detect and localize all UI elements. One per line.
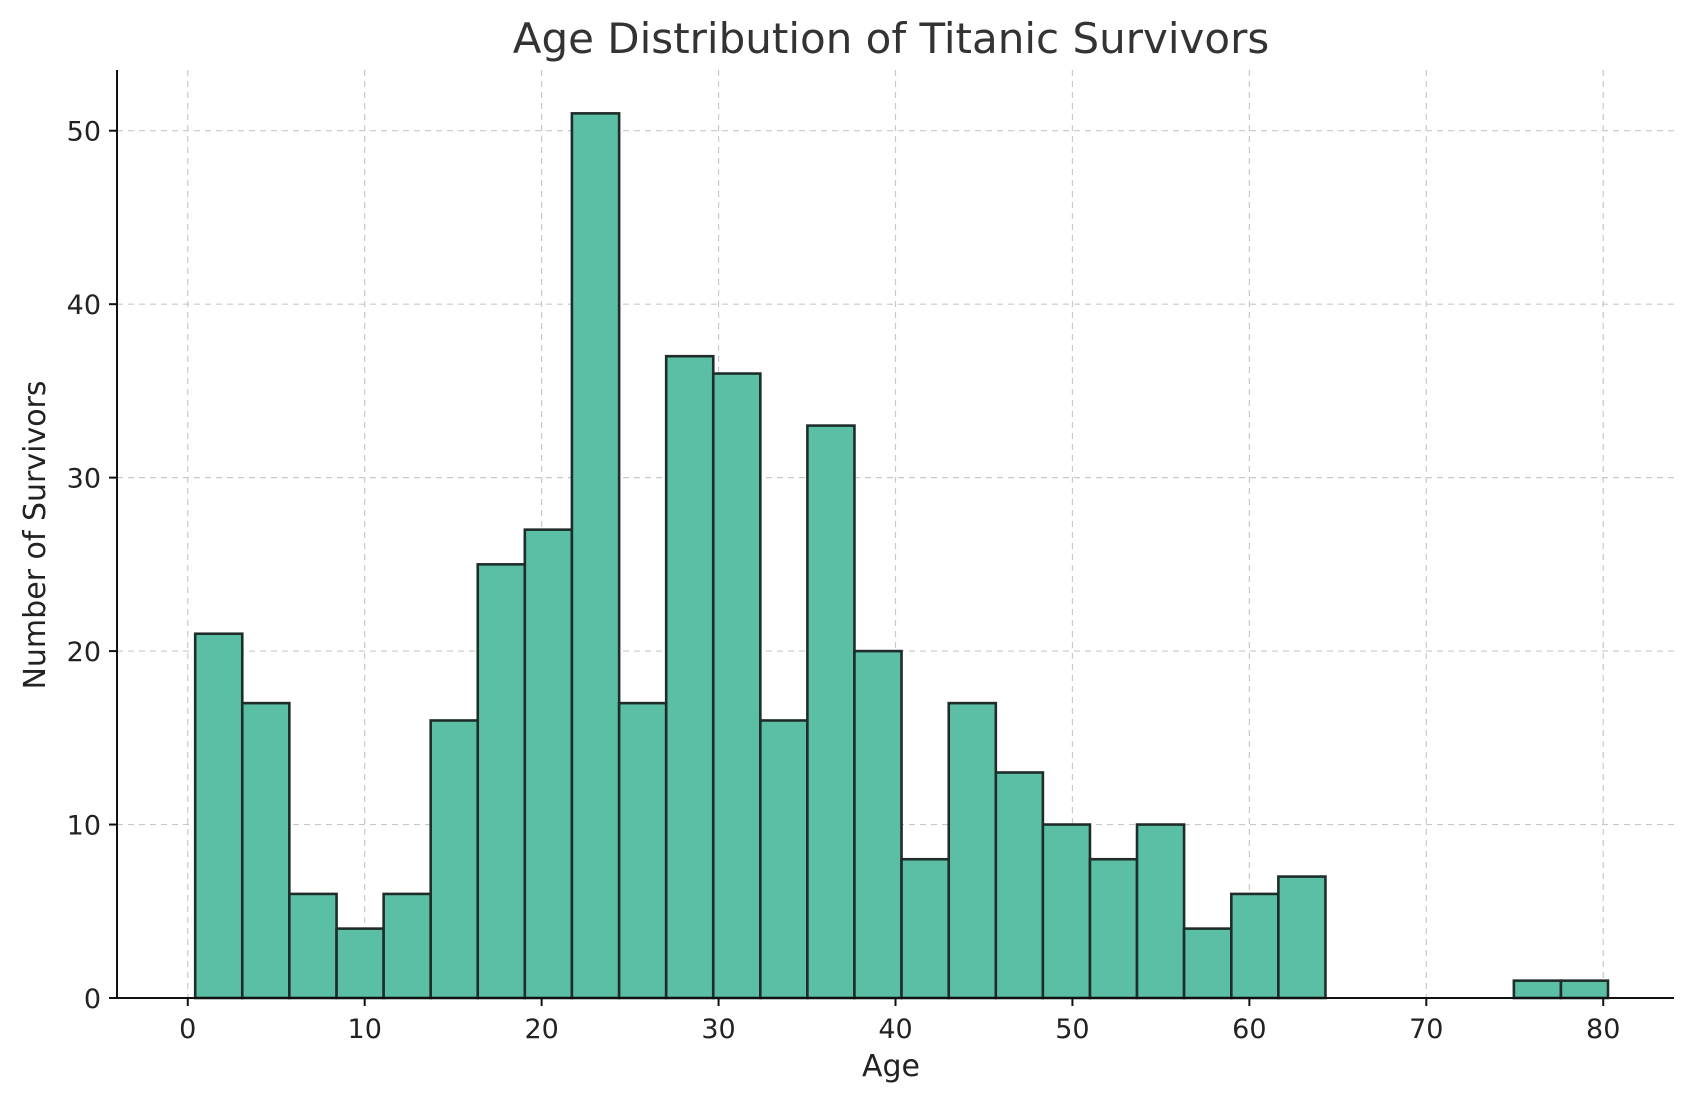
histogram-bar [570, 112, 621, 1000]
histogram-bar [1512, 979, 1563, 1000]
histogram-bar [1041, 823, 1092, 1000]
histogram-bar [900, 857, 951, 1000]
x-tick-label: 80 [1586, 1014, 1620, 1045]
histogram-bar [1088, 857, 1139, 1000]
bars-layer [193, 112, 1610, 1000]
y-tick-label: 30 [67, 464, 101, 495]
ticks-layer: 0 10 20 30 40 50 60 70 80 0 10 20 30 40 50 [67, 117, 1621, 1045]
histogram-bar [1559, 979, 1610, 1000]
x-tick-label: 0 [179, 1014, 196, 1045]
histogram-bar [1182, 927, 1233, 1000]
x-tick-label: 30 [701, 1014, 735, 1045]
x-tick-label: 70 [1409, 1014, 1443, 1045]
y-tick-label: 50 [67, 117, 101, 148]
histogram-bar [429, 719, 480, 1000]
histogram-bar [1135, 823, 1186, 1000]
histogram-bar [523, 528, 574, 1000]
histogram-bar [759, 719, 809, 1000]
histogram-bar [947, 701, 998, 1000]
histogram-bar [193, 632, 244, 1000]
y-tick-label: 10 [67, 811, 101, 842]
x-tick-label: 10 [348, 1014, 382, 1045]
chart-title: Age Distribution of Titanic Survivors [513, 14, 1270, 63]
histogram-bar [664, 354, 715, 1000]
x-tick-label: 20 [524, 1014, 558, 1045]
histogram-bar [382, 892, 433, 1000]
histogram-bar [617, 701, 668, 1000]
histogram-bar [335, 927, 385, 1000]
histogram-bar [711, 372, 762, 1000]
x-tick-label: 40 [878, 1014, 912, 1045]
y-tick-label: 40 [67, 290, 101, 321]
histogram-bar [476, 563, 527, 1000]
y-tick-label: 20 [67, 637, 101, 668]
y-tick-label: 0 [84, 984, 101, 1015]
y-axis-label: Number of Survivors [18, 380, 53, 689]
x-axis-label: Age [862, 1049, 920, 1084]
histogram-bar [240, 701, 291, 1000]
histogram-bar [853, 649, 903, 1000]
histogram-bar [1277, 875, 1327, 1000]
histogram-bar [288, 892, 338, 1000]
x-tick-label: 50 [1055, 1014, 1089, 1045]
grid-layer [117, 70, 1674, 999]
histogram-bar [994, 771, 1045, 1000]
histogram-bar [1230, 892, 1280, 1000]
histogram-bar [806, 424, 856, 1000]
x-tick-label: 60 [1232, 1014, 1266, 1045]
